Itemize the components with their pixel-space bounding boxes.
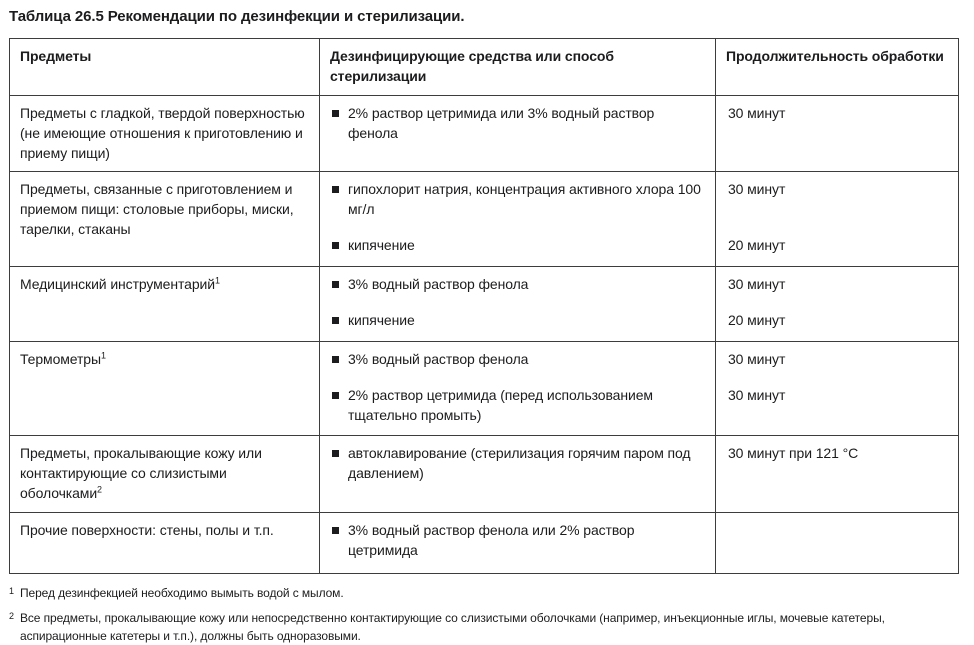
footnote-ref: 2 (97, 484, 102, 495)
bullet-icon (332, 242, 339, 250)
duration-cell: 30 минут (715, 171, 959, 233)
footnote-text: Перед дезинфекцией необходимо вымыть вод… (20, 585, 344, 600)
method-item: автоклавирование (стерилизация горячим п… (332, 444, 701, 484)
bullet-icon (332, 527, 339, 534)
method-cell: 2% раствор цетримида или 3% водный раств… (319, 94, 716, 172)
method-cell: автоклавирование (стерилизация горячим п… (319, 435, 716, 513)
footnote-ref: 1 (214, 275, 220, 286)
method-text: автоклавирование (стерилизация горячим п… (348, 445, 691, 482)
duration-cell: 30 минут при 121 °C (715, 435, 959, 513)
column-header-items: Предметы (9, 38, 320, 96)
duration-cell: 20 минут (715, 232, 959, 267)
row-subject: Предметы с гладкой, твердой поверхностью… (9, 94, 320, 172)
method-item: кипячение (332, 236, 701, 256)
footnote-1: 1 Перед дезинфекцией необходимо вымыть в… (9, 584, 965, 602)
method-text: 3% водный раствор фенола (348, 276, 529, 292)
duration-cell: 30 минут (715, 381, 959, 436)
method-item: 3% водный раствор фенола (332, 275, 701, 295)
footnote-ref: 1 (100, 350, 106, 361)
bullet-icon (332, 281, 339, 288)
table-row: Прочие поверхности: стены, полы и т.п. 3… (9, 512, 959, 574)
footnotes: 1 Перед дезинфекцией необходимо вымыть в… (9, 584, 965, 645)
subject-text: Прочие поверхности: стены, полы и т.п. (20, 522, 274, 538)
footnote-ref: 1 (9, 585, 14, 596)
subject-text: Медицинский инструментарий (20, 276, 215, 292)
method-cell: 3% водный раствор фенола или 2% раствор … (319, 512, 716, 574)
row-subject: Предметы, прокалывающие кожу или контакт… (9, 435, 320, 513)
duration-cell (715, 512, 959, 574)
column-header-agents: Дезинфицирующие средства или способ стер… (319, 38, 716, 96)
table-row: Предметы, связанные с приготовлением и п… (9, 171, 959, 267)
column-header-duration: Продолжительность обработки (715, 38, 959, 96)
subject-text: Предметы, связанные с приготовлением и п… (20, 181, 294, 238)
duration-cell: 30 минут (715, 265, 959, 307)
table-subrow: 2% раствор цетримида (перед использовани… (10, 381, 959, 436)
method-cell: кипячение (319, 232, 716, 267)
footnote-text: Все предметы, прокалывающие кожу или неп… (20, 610, 885, 643)
subject-text: Предметы с гладкой, твердой поверхностью… (20, 104, 305, 161)
header-row: Предметы Дезинфицирующие средства или сп… (9, 38, 959, 96)
page-title: Таблица 26.5 Рекомендации по дезинфекции… (9, 8, 465, 25)
method-text: 3% водный раствор фенола (348, 350, 529, 367)
method-cell: 3% водный раствор фенола (319, 265, 716, 307)
table-row: Предметы с гладкой, твердой поверхностью… (9, 94, 959, 172)
table-row: Предметы, прокалывающие кожу или контакт… (9, 435, 959, 513)
duration-cell: 20 минут (715, 306, 959, 342)
method-text: 3% водный раствор фенола или 2% раствор … (348, 522, 635, 558)
table-subrow: кипячение 20 минут (10, 306, 959, 342)
method-text: кипячение (348, 237, 415, 254)
method-cell: 2% раствор цетримида (перед использовани… (319, 381, 716, 436)
row-subject: Прочие поверхности: стены, полы и т.п. (9, 512, 320, 574)
method-cell: кипячение (319, 306, 716, 342)
bullet-icon (332, 450, 339, 458)
method-text: 2% раствор цетримида (перед использовани… (348, 386, 653, 423)
table-subrow: кипячение 20 минут (10, 232, 959, 267)
row-subject: Термометры1 (9, 340, 320, 436)
subject-text: Термометры (20, 350, 101, 367)
method-item: кипячение (332, 311, 701, 331)
row-subject: Предметы, связанные с приготовлением и п… (9, 171, 320, 267)
subject-text: Предметы, прокалывающие кожу или контакт… (20, 445, 262, 502)
table-row: Термометры1 3% водный раствор фенола 30 … (9, 340, 959, 436)
method-cell: гипохлорит натрия, концентрация активног… (319, 171, 716, 233)
bullet-icon (332, 316, 339, 324)
method-item: 2% раствор цетримида или 3% водный раств… (332, 104, 701, 144)
method-text: гипохлорит натрия, концентрация активног… (348, 181, 701, 218)
method-item: 3% водный раствор фенола (332, 350, 701, 370)
row-subject: Медицинский инструментарий1 (9, 266, 320, 342)
bullet-icon (332, 355, 339, 363)
table-row: Медицинский инструментарий1 3% водный ра… (9, 265, 959, 342)
disinfection-table: Предметы Дезинфицирующие средства или сп… (9, 38, 959, 574)
method-item: 2% раствор цетримида (перед использовани… (332, 386, 701, 426)
bullet-icon (332, 391, 339, 399)
bullet-icon (332, 186, 339, 194)
method-text: 2% раствор цетримида или 3% водный раств… (348, 104, 655, 141)
footnote-ref: 2 (9, 610, 14, 621)
duration-cell: 30 минут (715, 340, 959, 382)
method-cell: 3% водный раствор фенола (319, 340, 716, 382)
duration-cell: 30 минут (715, 94, 959, 172)
footnote-2: 2 Все предметы, прокалывающие кожу или н… (9, 609, 965, 645)
method-item: гипохлорит натрия, концентрация активног… (332, 180, 701, 220)
method-item: 3% водный раствор фенола или 2% раствор … (332, 521, 701, 561)
method-text: кипячение (348, 311, 415, 328)
bullet-icon (332, 109, 339, 117)
